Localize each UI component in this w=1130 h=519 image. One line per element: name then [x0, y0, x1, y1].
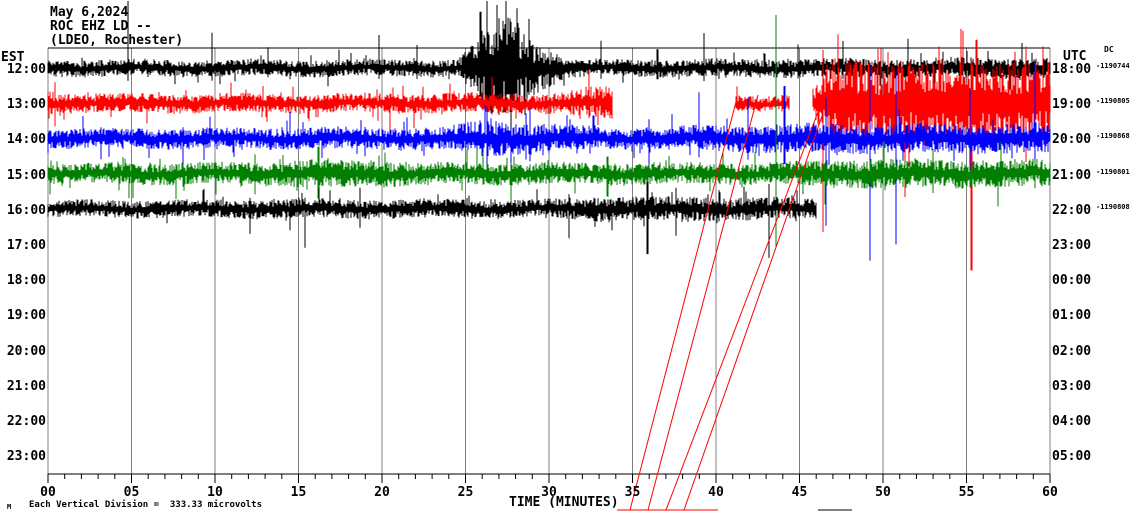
est-hour-label: 22:00	[6, 414, 46, 429]
minute-tick-label: 50	[875, 485, 891, 500]
dc-offset-value: -1190868	[1096, 132, 1130, 141]
minute-tick-label: 25	[457, 485, 474, 500]
dc-offset-value: -1190744	[1096, 62, 1130, 70]
est-hour-label: 19:00	[6, 308, 46, 324]
utc-hour-label: 04:00	[1052, 414, 1092, 429]
utc-hour-label: 02:00	[1052, 343, 1092, 359]
record-date: May 6,2024	[50, 5, 129, 20]
minute-tick-label: 40	[708, 485, 724, 500]
est-hour-label: 20:00	[6, 343, 46, 359]
dc-offset-value: -1190805	[1096, 97, 1130, 106]
dc-column-header: DC	[1104, 45, 1114, 54]
est-hour-label: 13:00	[6, 97, 46, 113]
utc-hour-label: 19:00	[1052, 97, 1092, 113]
scale-note: Each Vertical Division = 333.33 microvol…	[29, 500, 262, 510]
minute-tick-label: 20	[374, 485, 390, 500]
utc-hour-label: 22:00	[1052, 202, 1092, 218]
utc-hour-label: 01:00	[1052, 308, 1092, 324]
x-axis-title: TIME (MINUTES)	[509, 495, 619, 510]
left-axis-title: EST	[1, 50, 25, 65]
est-hour-label: 14:00	[6, 132, 46, 148]
dc-offset-value: -1190801	[1096, 167, 1130, 176]
utc-hour-label: 03:00	[1052, 378, 1092, 394]
minute-tick-label: 30	[541, 485, 557, 500]
minute-tick-label: 05	[123, 485, 140, 500]
minute-tick-label: 60	[1042, 485, 1058, 500]
microvolt-mark: M	[7, 503, 12, 511]
est-hour-label: 23:00	[6, 449, 46, 465]
minute-tick-label: 00	[40, 485, 56, 500]
utc-hour-label: 00:00	[1052, 273, 1092, 289]
est-hour-label: 18:00	[6, 273, 46, 289]
minute-tick-label: 10	[207, 485, 223, 500]
est-hour-label: 17:00	[6, 238, 46, 253]
minute-tick-label: 35	[624, 485, 641, 500]
utc-hour-label: 05:00	[1052, 449, 1092, 465]
est-hour-label: 12:00	[6, 62, 46, 77]
utc-hour-label: 18:00	[1052, 62, 1092, 77]
est-hour-label: 21:00	[6, 378, 46, 394]
station-id: ROC EHZ LD --	[50, 19, 152, 34]
station-network: (LDEO, Rochester)	[50, 33, 184, 48]
est-hour-label: 15:00	[6, 167, 46, 183]
minute-tick-label: 55	[958, 485, 975, 500]
utc-hour-label: 21:00	[1052, 167, 1092, 183]
minute-tick-label: 45	[791, 485, 808, 500]
minute-tick-label: 15	[290, 485, 307, 500]
right-axis-title: UTC	[1063, 49, 1087, 64]
est-hour-label: 16:00	[6, 202, 46, 218]
dc-offset-value: -1190808	[1096, 202, 1130, 211]
utc-hour-label: 20:00	[1052, 132, 1092, 148]
utc-hour-label: 23:00	[1052, 238, 1092, 253]
